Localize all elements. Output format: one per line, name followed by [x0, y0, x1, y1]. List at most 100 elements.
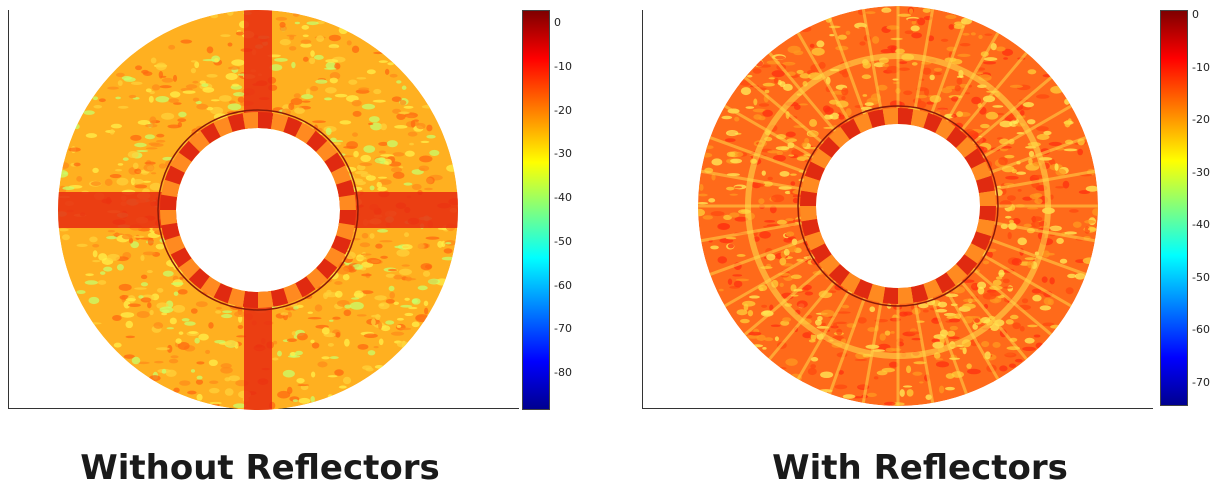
colorbar-tick-label: -60 — [1192, 323, 1210, 337]
speckle — [327, 342, 334, 347]
speckle — [793, 50, 804, 56]
high-intensity-band — [244, 10, 272, 410]
speckle — [1026, 207, 1039, 210]
speckle — [93, 105, 103, 109]
speckle — [190, 68, 197, 74]
speckle — [705, 145, 714, 150]
colorbar-tick-label: 0 — [1192, 8, 1199, 22]
speckle — [134, 168, 142, 175]
speckle — [306, 21, 319, 26]
speckle — [312, 120, 326, 124]
speckle — [1017, 237, 1027, 246]
speckle — [170, 355, 179, 359]
speckle — [396, 341, 410, 348]
speckle — [747, 310, 754, 317]
speckle — [378, 179, 392, 185]
speckle — [372, 99, 386, 103]
speckle — [910, 25, 920, 32]
speckle — [1022, 196, 1033, 201]
speckle — [296, 378, 305, 384]
speckle — [272, 357, 279, 361]
speckle — [418, 165, 430, 172]
speckle — [185, 84, 198, 89]
speckle — [385, 320, 395, 325]
speckle — [1063, 148, 1078, 152]
speckle — [393, 274, 403, 280]
speckle — [334, 93, 348, 98]
speckle — [992, 279, 1002, 286]
speckle — [329, 77, 338, 84]
speckle — [1033, 334, 1041, 338]
radial-streak — [982, 235, 1087, 276]
speckle — [917, 17, 926, 26]
speckle — [369, 233, 375, 239]
speckle — [151, 172, 157, 175]
speckle — [403, 182, 413, 186]
speckle — [1041, 276, 1048, 283]
speckle — [159, 85, 172, 89]
speckle — [941, 87, 953, 94]
intermediate-ring — [745, 53, 1051, 359]
speckle — [444, 241, 452, 245]
speckle — [386, 140, 398, 148]
speckle — [811, 47, 825, 56]
speckle — [985, 111, 999, 120]
speckle — [1048, 141, 1062, 146]
inner-ring-segment — [338, 210, 356, 226]
inner-ring-segment — [331, 235, 352, 255]
speckle — [117, 163, 124, 166]
speckle — [399, 327, 412, 331]
speckle — [777, 366, 787, 370]
speckle — [155, 96, 170, 103]
speckle — [883, 401, 896, 406]
speckle — [809, 119, 818, 127]
speckle — [329, 142, 342, 146]
speckle — [980, 316, 991, 324]
radial-streak — [768, 51, 842, 139]
speckle — [180, 39, 193, 44]
speckle — [790, 173, 797, 176]
speckle — [758, 198, 765, 205]
speckle — [220, 366, 233, 374]
speckle — [130, 241, 139, 249]
speckle — [237, 96, 245, 103]
speckle — [911, 337, 922, 341]
speckle — [190, 308, 198, 314]
speckle — [762, 82, 775, 87]
speckle — [717, 222, 730, 230]
speckle — [824, 107, 834, 115]
speckle — [338, 26, 348, 35]
speckle — [1009, 314, 1019, 320]
inner-ring-segment — [178, 140, 201, 162]
speckle — [949, 325, 958, 331]
speckle — [980, 123, 990, 129]
speckle — [390, 331, 405, 336]
speckle — [134, 142, 147, 148]
inner-ring-segment — [161, 222, 181, 241]
speckle — [867, 327, 877, 332]
speckle — [153, 360, 164, 364]
speckle — [759, 231, 771, 239]
speckle — [136, 311, 150, 318]
speckle — [886, 25, 900, 30]
speckle — [783, 248, 790, 256]
speckle — [153, 322, 164, 329]
inner-ring-segment — [867, 109, 886, 129]
speckle — [888, 361, 899, 368]
speckle — [373, 88, 382, 95]
speckle — [947, 330, 956, 337]
speckle — [321, 356, 330, 360]
speckle — [356, 77, 367, 80]
speckle — [346, 141, 358, 150]
inner-ring-segment — [882, 108, 898, 126]
speckle — [983, 57, 998, 61]
speckle — [88, 296, 100, 305]
speckle — [178, 111, 187, 118]
speckle — [342, 273, 350, 281]
speckle — [155, 139, 166, 143]
speckle — [1064, 120, 1071, 128]
speckle — [365, 175, 376, 181]
speckle — [315, 79, 328, 84]
speckle — [427, 278, 441, 285]
speckle — [142, 71, 153, 76]
